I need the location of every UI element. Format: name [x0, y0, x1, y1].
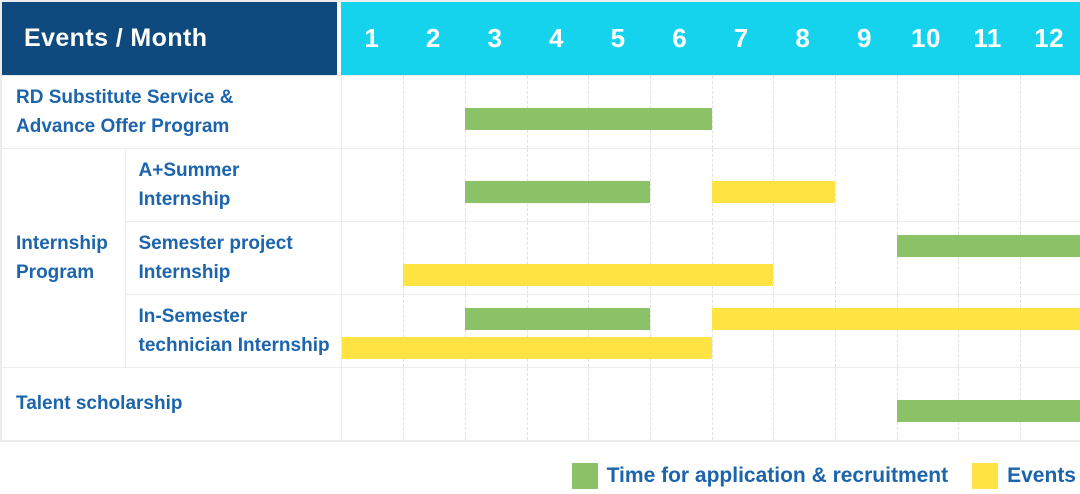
month-gridline: [711, 295, 713, 367]
month-gridline: [958, 295, 960, 367]
row-bar-canvas: [340, 148, 1080, 222]
legend-item-events: Events: [972, 462, 1076, 489]
row-label: Talent scholarship: [0, 367, 342, 441]
month-gridline: [773, 368, 775, 440]
table-row: Internship Program A+Summer Internship: [0, 148, 1080, 368]
month-gridline: [1019, 149, 1021, 221]
month-gridline: [526, 222, 528, 294]
month-gridline: [896, 222, 898, 294]
row-bar-canvas: [340, 221, 1080, 295]
month-gridline: [403, 149, 405, 221]
row-bar-canvas: [340, 367, 1080, 441]
month-gridline: [588, 222, 590, 294]
legend-label-events: Events: [1007, 463, 1076, 487]
group-label-internship-program: Internship Program: [0, 148, 126, 368]
month-header-7: 7: [733, 23, 749, 53]
month-gridline: [773, 222, 775, 294]
table-row: In-Semester technician Internship: [1, 294, 1080, 368]
month-header-8: 8: [795, 23, 811, 53]
bar-green-months-10-12: [896, 235, 1080, 257]
month-gridline: [896, 295, 898, 367]
month-header-12: 12: [1034, 23, 1065, 53]
table-row: Talent scholarship: [0, 367, 1080, 441]
row-label: A+Summer Internship: [124, 148, 342, 222]
bar-yellow-months-1-6: [341, 337, 712, 359]
month-gridline: [711, 222, 713, 294]
month-gridline: [464, 295, 466, 367]
month-gridline: [403, 368, 405, 440]
table-row: RD Substitute Service & Advance Offer Pr…: [0, 75, 1080, 149]
month-header-10: 10: [911, 23, 941, 53]
month-gridline: [526, 368, 528, 440]
month-gridline: [896, 149, 898, 221]
month-gridline: [834, 368, 836, 440]
table-header-title: Events / Month: [1, 1, 342, 76]
month-gridline: [834, 76, 836, 148]
legend-swatch-yellow: [972, 462, 999, 489]
month-gridline: [773, 295, 775, 367]
month-gridline: [711, 368, 713, 440]
bar-yellow-months-7-12: [711, 308, 1080, 330]
month-header-5: 5: [610, 23, 626, 53]
legend: Time for application & recruitment Event…: [0, 462, 1080, 489]
month-gridline: [588, 295, 590, 367]
row-bar-canvas: [340, 75, 1080, 149]
month-gridline: [403, 222, 405, 294]
month-gridline: [649, 149, 651, 221]
bar-green-months-10-12: [896, 400, 1080, 422]
month-gridline: [649, 295, 651, 367]
month-gridline: [526, 295, 528, 367]
month-gridline: [958, 76, 960, 148]
month-gridline: [1019, 222, 1021, 294]
month-gridline: [464, 222, 466, 294]
month-gridline: [834, 222, 836, 294]
month-gridline: [403, 76, 405, 148]
row-label: In-Semester technician Internship: [124, 294, 342, 368]
month-header-11: 11: [973, 23, 1002, 53]
month-gridline: [773, 76, 775, 148]
bar-green-months-3-5: [464, 308, 650, 330]
month-gridline: [834, 149, 836, 221]
month-header-9: 9: [856, 23, 872, 53]
month-gridline: [588, 368, 590, 440]
legend-swatch-green: [571, 462, 598, 489]
legend-item-application-recruitment: Time for application & recruitment: [571, 462, 949, 489]
month-gridline: [834, 295, 836, 367]
month-header-row: 1 2 3 4 5 6 7 8 9 10 11 12: [341, 1, 1080, 76]
month-gridline: [649, 222, 651, 294]
month-header-3: 3: [487, 23, 503, 53]
month-gridline: [958, 222, 960, 294]
gantt-chart: Events / Month 1 2 3 4 5 6 7 8 9 10 11 12 RD Substitu…: [0, 0, 1080, 442]
month-gridline: [1019, 295, 1021, 367]
bar-green-months-3-6: [464, 108, 712, 130]
legend-label-application-recruitment: Time for application & recruitment: [606, 463, 949, 487]
month-gridline: [1019, 76, 1021, 148]
month-gridline: [403, 295, 405, 367]
month-gridline: [464, 368, 466, 440]
row-label: RD Substitute Service & Advance Offer Pr…: [0, 75, 342, 149]
row-bar-canvas: [340, 294, 1080, 368]
month-gridline: [649, 368, 651, 440]
bar-yellow-months-7-8: [711, 181, 835, 203]
table-row: Semester project Internship: [1, 221, 1080, 295]
bar-green-months-3-5: [464, 181, 650, 203]
month-header-2: 2: [425, 23, 441, 53]
bar-yellow-months-2-7: [403, 264, 774, 286]
month-gridline: [711, 76, 713, 148]
events-month-table: Events / Month 1 2 3 4 5 6 7 8 9 10 11 12 RD Substitu…: [0, 0, 1080, 442]
month-header-6: 6: [672, 23, 688, 53]
month-header-1: 1: [364, 23, 380, 53]
row-label: Semester project Internship: [124, 221, 342, 295]
month-header-4: 4: [549, 23, 565, 53]
month-gridline: [958, 149, 960, 221]
month-gridline: [896, 76, 898, 148]
